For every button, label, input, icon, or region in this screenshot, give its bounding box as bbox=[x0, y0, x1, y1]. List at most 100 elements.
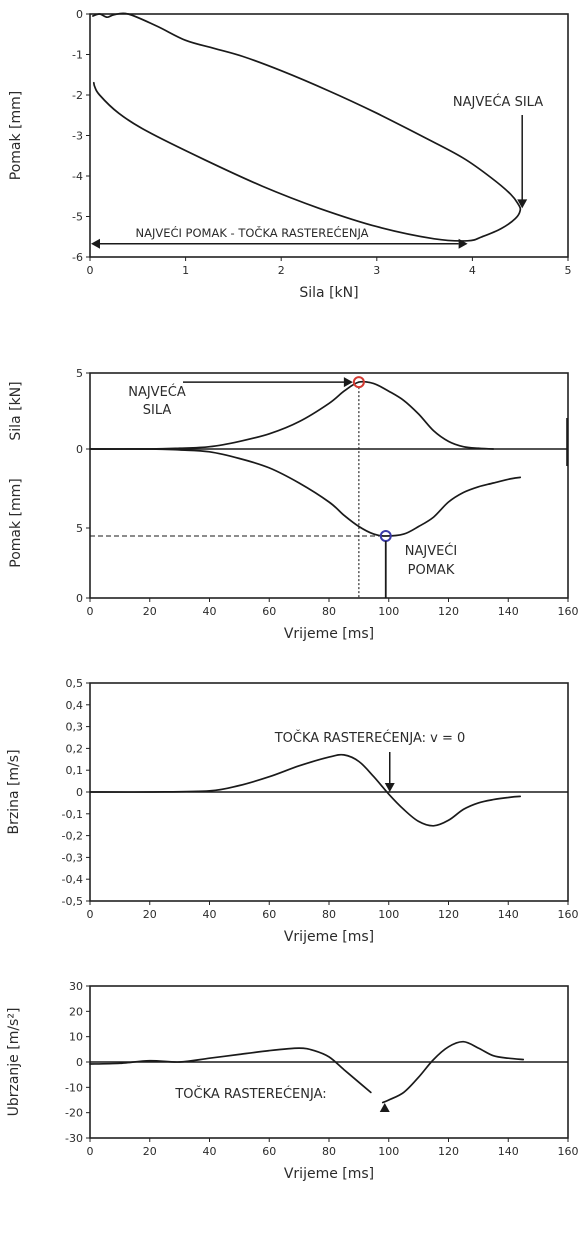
x-tick-label: 100 bbox=[378, 908, 399, 921]
y-tick-label: 0 bbox=[76, 8, 83, 21]
annotation-max-force-line2: SILA bbox=[143, 403, 172, 418]
plot-frame bbox=[89, 13, 569, 258]
y-tick-label: -3 bbox=[72, 130, 83, 143]
x-tick-label: 40 bbox=[203, 1145, 217, 1158]
x-tick-label: 60 bbox=[262, 1145, 276, 1158]
x-tick-label: 0 bbox=[87, 264, 94, 277]
y-tick-label: 0 bbox=[76, 443, 83, 456]
arrowhead-unloading-point bbox=[379, 1103, 390, 1112]
y-tick-label: -20 bbox=[65, 1107, 83, 1120]
x-tick-label: 80 bbox=[322, 605, 336, 618]
y-tick-label: -0,4 bbox=[62, 873, 83, 886]
arrowhead-right bbox=[458, 238, 468, 249]
x-tick-label: 0 bbox=[87, 1145, 94, 1158]
y-tick-label: -2 bbox=[72, 89, 83, 102]
y-tick-label: 5 bbox=[76, 522, 83, 535]
series-line-2 bbox=[381, 1040, 525, 1104]
chart2-axes: 0 20 40 60 80 100 120 140 160 5 0 5 0 Vrijeme [ms] Sil… bbox=[8, 367, 578, 642]
y-tick-label: 0,3 bbox=[66, 721, 84, 734]
chart2-annotations: NAJVEĆA SILA NAJVEĆI POMAK bbox=[90, 376, 457, 598]
marker-max-force bbox=[352, 376, 365, 389]
x-tick-label: 20 bbox=[143, 605, 157, 618]
arrowhead-max-force bbox=[343, 377, 353, 388]
y-tick-label: 10 bbox=[69, 1031, 83, 1044]
y-tick-label: -6 bbox=[72, 251, 83, 264]
chart-force-displacement: 0 1 2 3 4 5 -6 -5 -4 -3 -2 -1 0 Sila [kN] Pomak [mm] N… bbox=[8, 8, 572, 301]
y-tick-label: 0 bbox=[76, 592, 83, 605]
arrowhead-max-force bbox=[517, 199, 528, 209]
x-tick-label: 40 bbox=[203, 908, 217, 921]
series-line-displacement bbox=[89, 448, 522, 537]
chart-force-displacement-time: 0 20 40 60 80 100 120 140 160 5 0 5 0 Vrijeme [ms] Sil… bbox=[8, 367, 578, 642]
y-tick-label: 5 bbox=[76, 367, 83, 380]
annotation-unloading-point: TOČKA RASTEREĆENJA: bbox=[174, 1086, 326, 1102]
x-tick-label: 0 bbox=[87, 908, 94, 921]
x-tick-label: 160 bbox=[558, 1145, 578, 1158]
arrowhead-left bbox=[91, 238, 100, 249]
chart1-axes: 0 1 2 3 4 5 -6 -5 -4 -3 -2 -1 0 Sila [kN] Pomak [mm] bbox=[8, 8, 572, 301]
chart3-annotations: TOČKA RASTEREĆENJA: v = 0 bbox=[274, 730, 466, 792]
x-tick-label: 120 bbox=[438, 908, 459, 921]
x-tick-label: 60 bbox=[262, 908, 276, 921]
annotation-max-displacement-line1: NAJVEĆI bbox=[405, 543, 457, 559]
arrowhead-unloading-point bbox=[384, 783, 395, 792]
annotation-max-displacement: NAJVEĆI POMAK - TOČKA RASTEREĆENJA bbox=[135, 225, 368, 240]
x-tick-label: 160 bbox=[558, 605, 578, 618]
chart-velocity: 0 20 40 60 80 100 120 140 160 0,5 0,4 0,3 0,2 0,1 0 -0,… bbox=[6, 677, 578, 945]
x-tick-label: 20 bbox=[143, 908, 157, 921]
x-tick-label: 3 bbox=[373, 264, 380, 277]
x-tick-label: 120 bbox=[438, 1145, 459, 1158]
chart2-curves bbox=[89, 380, 568, 537]
x-tick-label: 60 bbox=[262, 605, 276, 618]
x-tick-label: 140 bbox=[498, 908, 519, 921]
x-tick-label: 140 bbox=[498, 1145, 519, 1158]
x-tick-label: 100 bbox=[378, 605, 399, 618]
y-tick-label: 20 bbox=[69, 1005, 83, 1018]
y-tick-label: -0,2 bbox=[62, 830, 83, 843]
y-tick-label: 0,4 bbox=[66, 699, 84, 712]
chart3-axes: 0 20 40 60 80 100 120 140 160 0,5 0,4 0,3 0,2 0,1 0 -0,… bbox=[6, 677, 578, 945]
x-tick-label: 40 bbox=[203, 605, 217, 618]
x-axis-label: Vrijeme [ms] bbox=[284, 1166, 374, 1182]
chart4-axes: 0 20 40 60 80 100 120 140 1603020100-10-20-30Vri… bbox=[6, 980, 578, 1182]
y-axis-label: Pomak [mm] bbox=[8, 91, 24, 180]
x-tick-label: 20 bbox=[143, 1145, 157, 1158]
annotation-max-displacement-line2: POMAK bbox=[408, 563, 455, 578]
y-tick-label: -1 bbox=[72, 49, 83, 62]
y-tick-label: -0,5 bbox=[62, 895, 83, 908]
x-tick-label: 160 bbox=[558, 908, 578, 921]
y-tick-label: -10 bbox=[65, 1081, 83, 1094]
y-tick-label: -5 bbox=[72, 211, 83, 224]
y-tick-label: 30 bbox=[69, 980, 83, 993]
y-axis-label: Brzina [m/s] bbox=[6, 749, 22, 834]
chart4-curves bbox=[89, 1040, 525, 1104]
chart1-annotations: NAJVEĆA SILA NAJVEĆI POMAK - TOČKA RASTER… bbox=[91, 94, 543, 249]
chart3-curves bbox=[89, 753, 522, 827]
x-tick-label: 1 bbox=[182, 264, 189, 277]
x-tick-label: 120 bbox=[438, 605, 459, 618]
chart1-curves bbox=[92, 12, 522, 242]
series-line-1 bbox=[92, 12, 522, 242]
series-line-force bbox=[89, 380, 495, 450]
y-tick-label: -4 bbox=[72, 170, 83, 183]
series-line-1 bbox=[89, 1047, 372, 1094]
series-line-1 bbox=[89, 753, 522, 827]
x-tick-label: 0 bbox=[87, 605, 94, 618]
annotation-unloading-point: TOČKA RASTEREĆENJA: v = 0 bbox=[274, 730, 466, 746]
annotation-max-force-line1: NAJVEĆA bbox=[128, 384, 186, 400]
y-tick-label: 0 bbox=[76, 786, 83, 799]
chart4-annotations: TOČKA RASTEREĆENJA: bbox=[174, 1086, 390, 1112]
y-tick-label: 0,1 bbox=[66, 764, 84, 777]
y-axis-label-force: Sila [kN] bbox=[8, 381, 24, 440]
x-tick-label: 5 bbox=[565, 264, 572, 277]
x-tick-label: 80 bbox=[322, 1145, 336, 1158]
x-tick-label: 140 bbox=[498, 605, 519, 618]
x-axis-label: Sila [kN] bbox=[299, 285, 358, 301]
annotation-max-force: NAJVEĆA SILA bbox=[453, 94, 543, 110]
x-axis-label: Vrijeme [ms] bbox=[284, 626, 374, 642]
y-tick-label: -30 bbox=[65, 1132, 83, 1145]
x-tick-label: 100 bbox=[378, 1145, 399, 1158]
y-tick-label: 0,5 bbox=[66, 677, 84, 690]
y-tick-label: -0,3 bbox=[62, 851, 83, 864]
